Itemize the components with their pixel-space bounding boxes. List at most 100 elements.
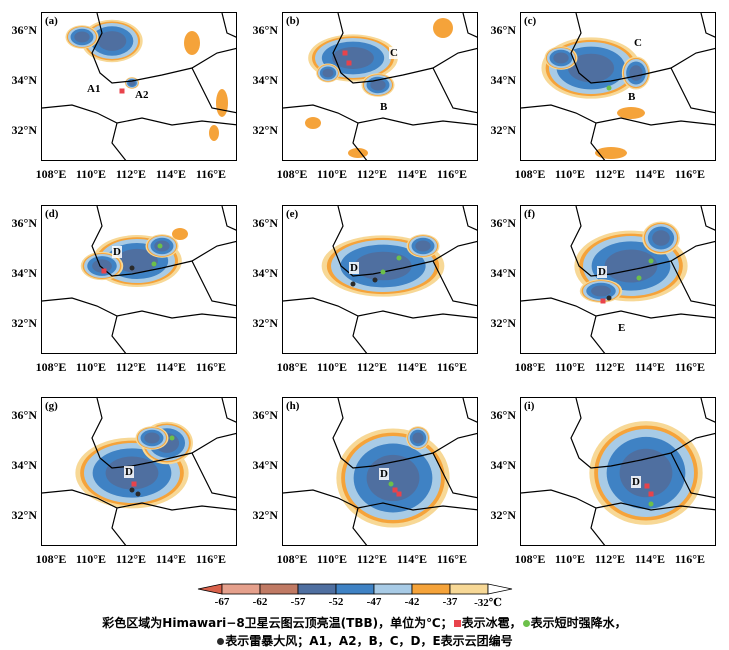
cloud-label: D [124, 466, 134, 478]
panel-label: (h) [286, 400, 300, 412]
figure-caption: 彩色区域为Himawari−8卫星云图云顶亮温(TBB)，单位为℃； 表示冰雹， 表… [0, 614, 729, 631]
longitude-tick: 114°E [396, 360, 428, 374]
latitude-tick: 34°N [11, 266, 37, 280]
longitude-tick: 108°E [35, 360, 67, 374]
wind-marker-icon [217, 638, 225, 645]
latitude-tick: 34°N [252, 266, 278, 280]
latitude-tick: 36°N [252, 23, 278, 37]
cloud-label: D [597, 266, 607, 278]
latitude-tick: 36°N [490, 216, 516, 230]
longitude-tick: 108°E [514, 360, 546, 374]
latitude-tick: 32°N [11, 316, 37, 330]
map-canvas [521, 206, 715, 353]
cloud-label: D [631, 476, 641, 488]
latitude-tick: 34°N [490, 73, 516, 87]
cloud-label: E [617, 322, 627, 334]
hail-marker-icon [453, 620, 461, 627]
longitude-tick: 112°E [115, 360, 147, 374]
longitude-tick: 112°E [594, 167, 626, 181]
panel-label: (d) [45, 208, 59, 220]
map-canvas [283, 398, 477, 545]
map-canvas [283, 13, 477, 160]
cloud-label: B [627, 91, 637, 103]
map-panel: (c) C B [520, 12, 716, 161]
latitude-tick: 34°N [11, 73, 37, 87]
longitude-tick: 110°E [316, 360, 348, 374]
latitude-tick: 34°N [252, 73, 278, 87]
map-canvas [42, 13, 236, 160]
colorbar-tick: -37 [442, 596, 458, 608]
colorbar-tick: -47 [366, 596, 382, 608]
longitude-tick: 114°E [396, 167, 428, 181]
longitude-tick: 112°E [356, 552, 388, 566]
longitude-tick: 112°E [356, 360, 388, 374]
map-panel: (f) D E [520, 205, 716, 354]
map-panel: (b) C B [282, 12, 478, 161]
colorbar-tick: -52 [328, 596, 344, 608]
map-panel: (e) D [282, 205, 478, 354]
latitude-tick: 36°N [490, 408, 516, 422]
latitude-tick: 32°N [252, 123, 278, 137]
latitude-tick: 32°N [490, 123, 516, 137]
panel-label: (e) [286, 208, 299, 220]
panel-label: (b) [286, 15, 300, 27]
cloud-label: D [379, 468, 389, 480]
latitude-tick: 36°N [252, 216, 278, 230]
longitude-tick: 112°E [594, 552, 626, 566]
longitude-tick: 110°E [554, 360, 586, 374]
longitude-tick: 112°E [115, 552, 147, 566]
longitude-tick: 116°E [436, 360, 468, 374]
latitude-tick: 32°N [11, 508, 37, 522]
longitude-tick: 116°E [195, 360, 227, 374]
panel-label: (f) [524, 208, 535, 220]
panel-label: (a) [45, 15, 58, 27]
longitude-tick: 108°E [276, 360, 308, 374]
colorbar-tick: -32℃ [474, 597, 502, 609]
longitude-tick: 110°E [316, 552, 348, 566]
cloud-label: D [112, 246, 122, 258]
rain-marker-icon [522, 620, 530, 627]
longitude-tick: 108°E [35, 167, 67, 181]
map-panel: (d) D [41, 205, 237, 354]
map-panel: (i) D [520, 397, 716, 546]
cloud-label: A2 [134, 89, 150, 101]
latitude-tick: 32°N [11, 123, 37, 137]
longitude-tick: 114°E [634, 360, 666, 374]
colorbar-tick: -62 [252, 596, 268, 608]
longitude-tick: 108°E [514, 167, 546, 181]
longitude-tick: 116°E [195, 167, 227, 181]
map-canvas [42, 206, 236, 353]
latitude-tick: 36°N [11, 408, 37, 422]
longitude-tick: 110°E [316, 167, 348, 181]
cloud-label: A1 [86, 83, 102, 95]
latitude-tick: 34°N [11, 458, 37, 472]
latitude-tick: 32°N [490, 508, 516, 522]
latitude-tick: 32°N [490, 316, 516, 330]
latitude-tick: 34°N [490, 266, 516, 280]
longitude-tick: 114°E [155, 167, 187, 181]
map-canvas [283, 206, 477, 353]
longitude-tick: 116°E [674, 552, 706, 566]
latitude-tick: 36°N [490, 23, 516, 37]
longitude-tick: 110°E [75, 360, 107, 374]
cloud-label: C [389, 47, 399, 59]
longitude-tick: 116°E [195, 552, 227, 566]
caption-text-2: 表示雷暴大风；A1，A2，B，C，D，E表示云团编号 [225, 634, 513, 648]
longitude-tick: 114°E [634, 167, 666, 181]
longitude-tick: 110°E [554, 552, 586, 566]
longitude-tick: 114°E [155, 360, 187, 374]
longitude-tick: 116°E [436, 167, 468, 181]
longitude-tick: 110°E [75, 552, 107, 566]
longitude-tick: 110°E [554, 167, 586, 181]
longitude-tick: 112°E [594, 360, 626, 374]
map-panel: (h) D [282, 397, 478, 546]
panel-label: (g) [45, 400, 58, 412]
longitude-tick: 108°E [276, 167, 308, 181]
latitude-tick: 36°N [11, 216, 37, 230]
colorbar-tick: -67 [214, 596, 230, 608]
longitude-tick: 112°E [356, 167, 388, 181]
figure-caption-line2: 表示雷暴大风；A1，A2，B，C，D，E表示云团编号 [0, 632, 729, 649]
longitude-tick: 116°E [436, 552, 468, 566]
longitude-tick: 108°E [35, 552, 67, 566]
